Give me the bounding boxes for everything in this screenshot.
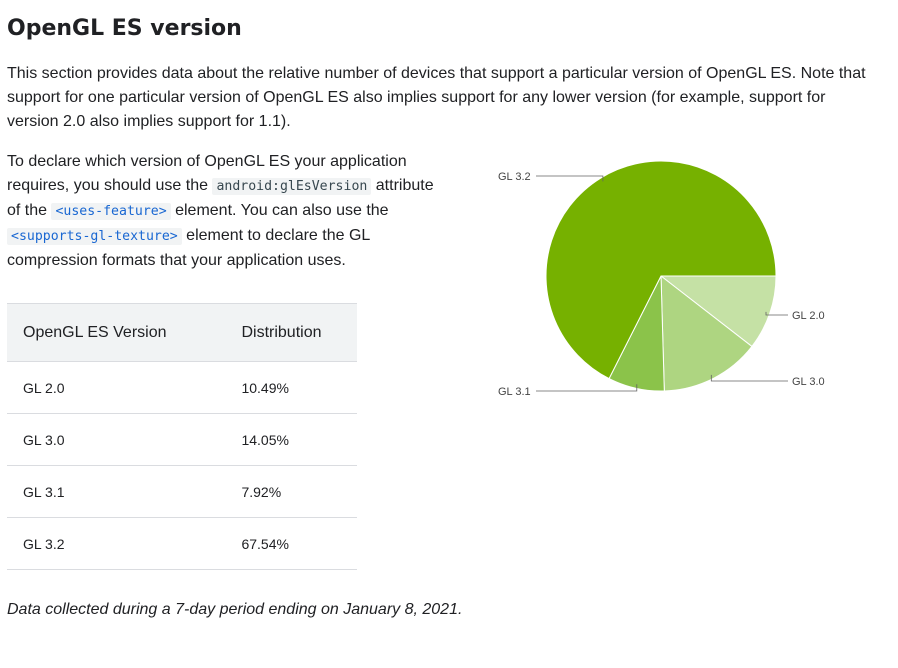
distribution-cell: 7.92% xyxy=(225,465,357,518)
header-distribution: Distribution xyxy=(225,303,357,362)
table-row: GL 3.1 7.92% xyxy=(7,465,357,518)
version-cell: GL 2.0 xyxy=(7,361,226,414)
pie-slice-gl-2-0 xyxy=(659,275,777,348)
pie-slice-gl-3-2 xyxy=(545,160,777,380)
pie-slice-gl-3-0 xyxy=(660,274,753,392)
distribution-cell: 10.49% xyxy=(225,361,357,414)
gl-es-version-code: android:glEsVersion xyxy=(212,178,372,195)
distribution-cell: 67.54% xyxy=(225,517,357,570)
declare-text-1: To declare which version of OpenGL ES yo… xyxy=(7,153,407,194)
pie-leader-line xyxy=(536,384,638,392)
distribution-pie-chart: GL 2.0 GL 3.0 GL 3.1 GL 3.2 xyxy=(498,160,825,398)
declare-paragraph: To declare which version of OpenGL ES yo… xyxy=(7,150,447,273)
data-footnote: Data collected during a 7-day period end… xyxy=(7,601,463,618)
distribution-table: OpenGL ES Version Distribution GL 2.0 10… xyxy=(7,303,357,570)
table-row: GL 2.0 10.49% xyxy=(7,361,357,414)
uses-feature-link[interactable]: <uses-feature> xyxy=(51,203,171,220)
pie-leader-line xyxy=(710,374,788,382)
declare-text-3: element. You can also use the xyxy=(170,202,389,219)
version-cell: GL 3.0 xyxy=(7,413,226,466)
header-version: OpenGL ES Version xyxy=(7,303,226,362)
pie-label: GL 3.2 xyxy=(498,171,531,183)
supports-gl-texture-link[interactable]: <supports-gl-texture> xyxy=(7,228,182,245)
pie-label: GL 3.0 xyxy=(792,376,825,388)
table-row: GL 3.0 14.05% xyxy=(7,413,357,466)
pie-leader-line xyxy=(765,311,788,316)
version-cell: GL 3.1 xyxy=(7,465,226,518)
pie-label: GL 2.0 xyxy=(792,310,825,322)
page-title: OpenGL ES version xyxy=(7,16,242,41)
distribution-cell: 14.05% xyxy=(225,413,357,466)
declare-text-4: element to declare the GL compression fo… xyxy=(7,227,370,269)
intro-paragraph: This section provides data about the rel… xyxy=(7,65,866,130)
pie-label: GL 3.1 xyxy=(498,386,531,398)
declare-text-2: attribute of the xyxy=(7,177,434,219)
pie-leader-line xyxy=(536,175,604,182)
table-row: GL 3.2 67.54% xyxy=(7,517,357,570)
table-header-row: OpenGL ES Version Distribution xyxy=(7,303,357,362)
version-cell: GL 3.2 xyxy=(7,517,226,570)
